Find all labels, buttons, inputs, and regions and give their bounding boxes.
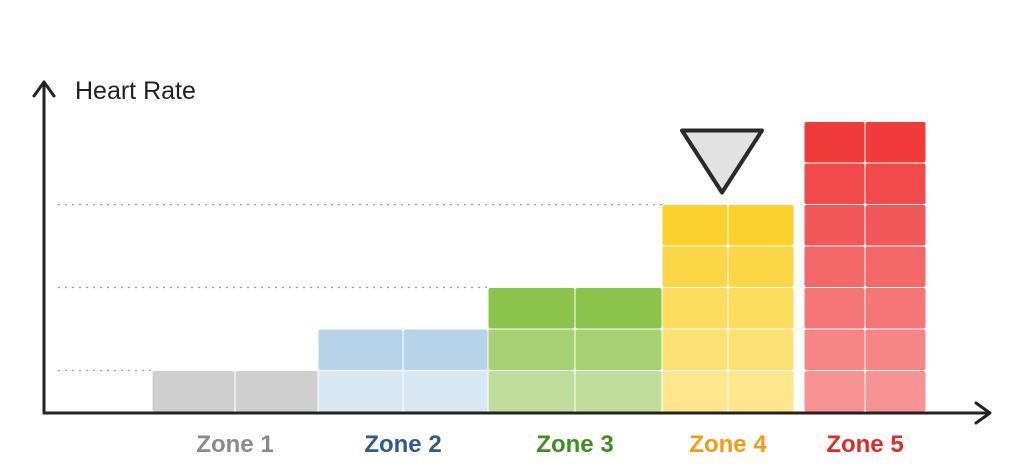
axes [32,80,992,425]
y-axis-arrow-icon [32,80,56,98]
bar-block [804,122,865,163]
bar-block [865,163,926,204]
bar-block [865,371,926,412]
bar-block [152,371,235,412]
bar-block [488,288,575,329]
bar-block [728,246,794,287]
bar-block [403,329,488,370]
bar-block [728,329,794,370]
bar-block [804,288,865,329]
y-axis-title: Heart Rate [75,77,196,105]
x-tick-label: Zone 1 [196,431,273,458]
downward-triangle-marker-icon [680,128,764,195]
bar-block [728,371,794,412]
bar-block [865,329,926,370]
x-tick-label: Zone 4 [689,431,767,458]
bar-block [318,371,403,412]
bar-block [728,288,794,329]
x-axis-arrow-icon [974,401,992,425]
bar-block [488,371,575,412]
bar-block [235,371,318,412]
bar-block [804,371,865,412]
bar-block [575,288,662,329]
bar-block [318,329,403,370]
reference-lines [58,203,662,372]
bar-block [865,246,926,287]
bar-block [488,329,575,370]
bar-block [662,288,728,329]
bars [152,122,926,412]
bar-zone-4 [662,205,794,412]
x-tick-label: Zone 5 [826,431,903,458]
x-tick-label: Zone 3 [536,431,613,458]
bar-zone-5 [804,122,926,412]
bar-block [662,246,728,287]
bar-block [865,205,926,246]
bar-block [662,205,728,246]
bar-block [804,329,865,370]
bar-block [662,329,728,370]
x-tick-labels: Zone 1 Zone 2 Zone 3 Zone 4 Zone 5 [196,431,903,458]
x-tick-label: Zone 2 [364,431,441,458]
current-zone-marker [680,128,764,195]
bar-block [804,163,865,204]
bar-block [403,371,488,412]
bar-block [575,371,662,412]
bar-block [865,288,926,329]
bar-block [575,329,662,370]
bar-block [804,246,865,287]
bar-zone-2 [318,329,488,412]
bar-block [662,371,728,412]
bar-block [865,122,926,163]
bar-zone-3 [488,288,662,412]
bar-block [804,205,865,246]
bar-zone-1 [152,371,318,412]
bar-block [728,205,794,246]
